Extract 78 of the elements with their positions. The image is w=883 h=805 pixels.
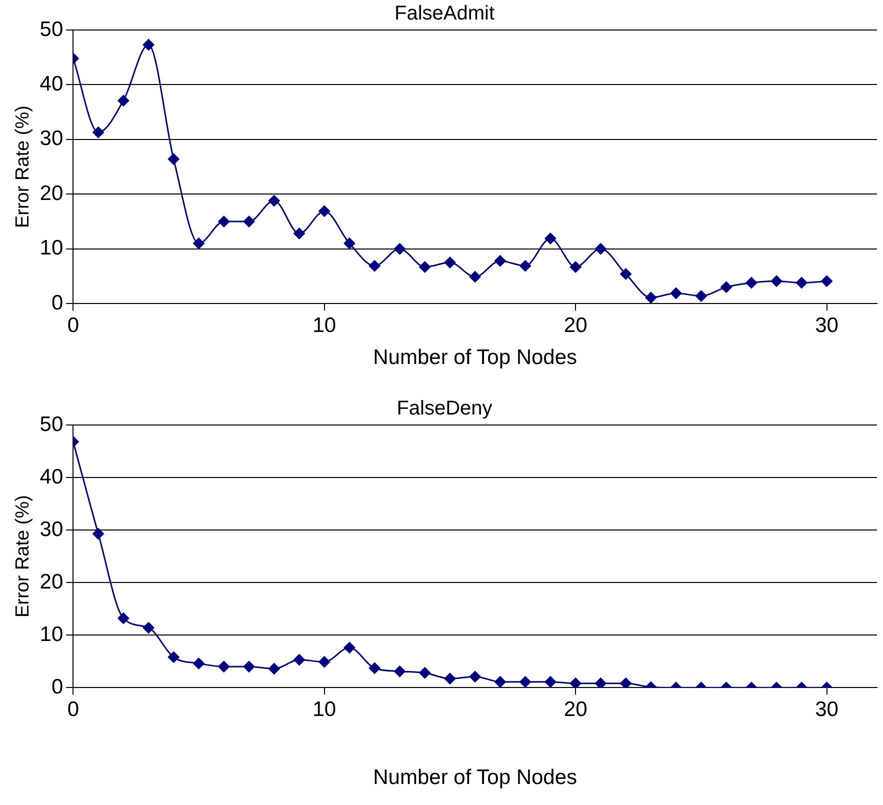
- chart-title: FalseDeny: [396, 398, 492, 420]
- y-tick-label: 10: [40, 236, 64, 260]
- point: [418, 666, 431, 679]
- point: [293, 654, 306, 666]
- point: [218, 660, 230, 673]
- chart-title: FalseAdmit: [394, 2, 495, 25]
- point: [469, 670, 482, 683]
- point: [519, 260, 532, 272]
- point: [570, 260, 582, 273]
- point: [544, 676, 556, 688]
- x-tick-label: 30: [815, 698, 838, 721]
- point: [444, 672, 456, 685]
- point: [469, 270, 482, 283]
- point: [142, 38, 155, 51]
- point: [218, 216, 230, 228]
- x-axis-title: Number of Top Nodes: [373, 346, 578, 370]
- x-tick-label: 10: [312, 698, 336, 721]
- point: [820, 275, 833, 288]
- y-tick-label: 50: [40, 18, 64, 41]
- x-tick-label: 20: [564, 698, 588, 721]
- point: [720, 281, 732, 294]
- point: [745, 276, 758, 289]
- point: [695, 290, 708, 302]
- point: [620, 677, 632, 688]
- point: [394, 242, 406, 255]
- point: [268, 662, 280, 675]
- point: [318, 656, 330, 668]
- point: [243, 660, 255, 673]
- x-tick-label: 30: [815, 314, 838, 337]
- y-axis-title: Error Rate (%): [12, 495, 34, 618]
- point: [92, 126, 104, 138]
- point: [670, 287, 682, 300]
- point: [570, 677, 582, 688]
- point: [796, 276, 808, 289]
- y-tick-label: 30: [40, 518, 64, 541]
- point: [293, 228, 306, 240]
- x-tick-label: 10: [312, 314, 336, 337]
- point: [519, 676, 532, 688]
- point: [444, 256, 456, 269]
- y-tick-label: 40: [40, 465, 64, 488]
- point: [494, 254, 506, 267]
- point: [343, 237, 356, 250]
- point: [168, 651, 180, 664]
- y-axis-title: Error Rate (%): [12, 106, 34, 228]
- point: [394, 665, 406, 678]
- point: [594, 677, 607, 688]
- point: [168, 153, 180, 166]
- point: [770, 275, 783, 288]
- point: [494, 676, 506, 688]
- point: [192, 657, 205, 670]
- point: [243, 216, 255, 228]
- point: [368, 260, 381, 272]
- x-axis-title: Number of Top Nodes: [373, 766, 578, 790]
- point: [368, 662, 381, 674]
- x-tick-label: 20: [564, 314, 588, 337]
- y-tick-label: 20: [40, 182, 64, 205]
- x-tick-label: 0: [67, 314, 79, 337]
- point: [594, 242, 607, 255]
- point: [343, 642, 356, 654]
- y-tick-label: 50: [40, 412, 64, 436]
- y-tick-label: 40: [40, 72, 64, 96]
- y-tick-label: 0: [51, 675, 64, 698]
- point: [620, 268, 632, 280]
- point: [644, 292, 657, 304]
- point: [318, 205, 330, 218]
- point: [117, 94, 130, 107]
- point: [117, 612, 130, 624]
- point: [142, 622, 155, 634]
- y-tick-label: 30: [40, 127, 64, 150]
- point: [544, 232, 556, 244]
- y-tick-label: 10: [40, 622, 64, 646]
- y-tick-label: 0: [51, 291, 64, 314]
- point: [92, 528, 104, 540]
- x-tick-label: 0: [67, 698, 79, 721]
- point: [192, 237, 205, 250]
- point: [418, 260, 431, 273]
- point: [268, 194, 280, 207]
- y-tick-label: 20: [40, 570, 64, 594]
